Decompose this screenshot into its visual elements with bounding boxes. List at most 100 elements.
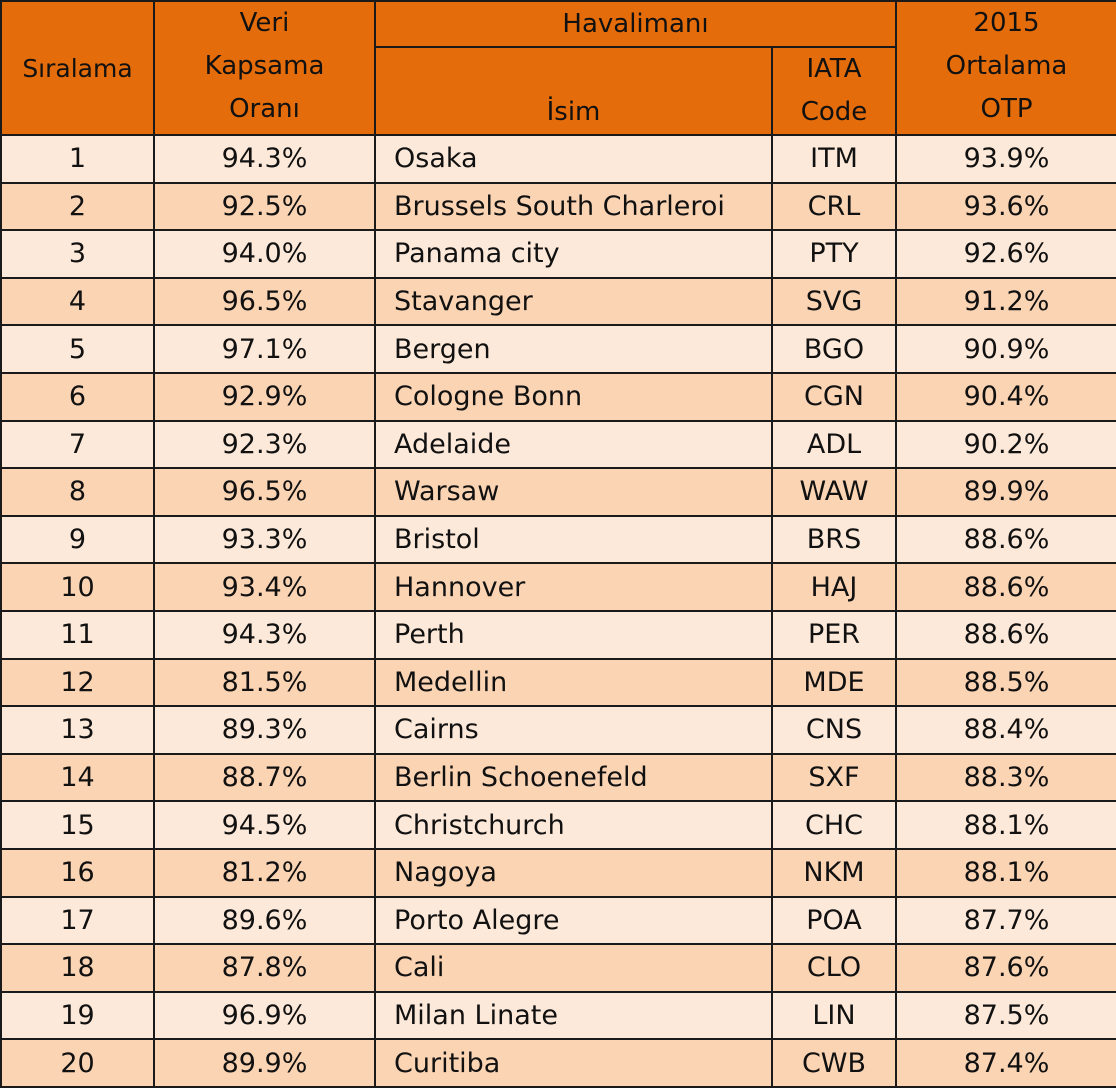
coverage-cell: 96.9% bbox=[153, 990, 376, 1041]
otp-cell: 88.6% bbox=[895, 514, 1116, 565]
rank-cell: 4 bbox=[0, 276, 155, 327]
otp-cell: 88.1% bbox=[895, 800, 1116, 850]
otp-cell: 92.6% bbox=[895, 229, 1116, 279]
rank-header: Sıralama bbox=[0, 0, 155, 136]
rank-cell: 11 bbox=[0, 609, 155, 660]
iata-code-cell: CHC bbox=[771, 800, 897, 850]
coverage-cell: 93.3% bbox=[153, 514, 376, 565]
otp-cell: 88.3% bbox=[895, 752, 1116, 803]
rank-cell: 12 bbox=[0, 657, 155, 708]
otp-cell: 91.2% bbox=[895, 276, 1116, 327]
iata-code-cell: NKM bbox=[771, 847, 897, 898]
rank-cell: 8 bbox=[0, 467, 155, 517]
coverage-cell: 89.6% bbox=[153, 895, 376, 946]
coverage-cell: 92.9% bbox=[153, 371, 376, 422]
table-body: 1 94.3% Osaka ITM 93.9% 2 92.5% Brussels South … bbox=[0, 134, 1116, 1088]
iata-code-cell: MDE bbox=[771, 657, 897, 708]
otp-cell: 93.6% bbox=[895, 181, 1116, 232]
rank-cell: 18 bbox=[0, 943, 155, 993]
iata-code-cell: BRS bbox=[771, 514, 897, 565]
airport-name-cell: Panama city bbox=[374, 229, 773, 279]
coverage-header-line: Kapsama bbox=[204, 51, 325, 81]
iata-code-cell: SVG bbox=[771, 276, 897, 327]
table-row: 13 89.3% Cairns CNS 88.4% bbox=[0, 705, 1116, 755]
otp-header-line: Ortalama bbox=[945, 51, 1068, 81]
rank-cell: 2 bbox=[0, 181, 155, 232]
table-row: 5 97.1% Bergen BGO 90.9% bbox=[0, 324, 1116, 374]
otp-cell: 87.5% bbox=[895, 990, 1116, 1041]
iata-code-cell: LIN bbox=[771, 990, 897, 1041]
rank-cell: 15 bbox=[0, 800, 155, 850]
coverage-cell: 94.0% bbox=[153, 229, 376, 279]
airport-name-cell: Bristol bbox=[374, 514, 773, 565]
airport-name-cell: Perth bbox=[374, 609, 773, 660]
table-row: 17 89.6% Porto Alegre POA 87.7% bbox=[0, 895, 1116, 946]
coverage-header: Veri Kapsama Oranı bbox=[153, 0, 376, 136]
otp-cell: 88.6% bbox=[895, 609, 1116, 660]
rank-cell: 9 bbox=[0, 514, 155, 565]
iata-code-cell: HAJ bbox=[771, 562, 897, 612]
table-row: 2 92.5% Brussels South Charleroi CRL 93.6% bbox=[0, 181, 1116, 232]
otp-cell: 88.4% bbox=[895, 705, 1116, 755]
otp-header: 2015 Ortalama OTP bbox=[895, 0, 1116, 136]
otp-cell: 90.4% bbox=[895, 371, 1116, 422]
rank-cell: 7 bbox=[0, 419, 155, 470]
coverage-cell: 89.9% bbox=[153, 1038, 376, 1088]
rank-cell: 1 bbox=[0, 134, 155, 184]
rank-cell: 13 bbox=[0, 705, 155, 755]
table-row: 9 93.3% Bristol BRS 88.6% bbox=[0, 514, 1116, 565]
coverage-cell: 92.5% bbox=[153, 181, 376, 232]
iata-header: IATA Code bbox=[771, 46, 897, 136]
otp-cell: 93.9% bbox=[895, 134, 1116, 184]
iata-code-cell: CGN bbox=[771, 371, 897, 422]
airport-name-cell: Osaka bbox=[374, 134, 773, 184]
table-header: Sıralama Veri Kapsama Oranı Havalimanı 2… bbox=[0, 0, 1116, 136]
name-header: İsim bbox=[374, 46, 773, 136]
airport-name-cell: Cali bbox=[374, 943, 773, 993]
iata-header-line: IATA bbox=[806, 54, 862, 84]
table-row: 4 96.5% Stavanger SVG 91.2% bbox=[0, 276, 1116, 327]
coverage-cell: 92.3% bbox=[153, 419, 376, 470]
airport-name-cell: Curitiba bbox=[374, 1038, 773, 1088]
otp-header-line: OTP bbox=[980, 94, 1033, 124]
table-row: 6 92.9% Cologne Bonn CGN 90.4% bbox=[0, 371, 1116, 422]
airport-name-cell: Adelaide bbox=[374, 419, 773, 470]
rank-cell: 10 bbox=[0, 562, 155, 612]
otp-cell: 90.9% bbox=[895, 324, 1116, 374]
airport-name-cell: Cologne Bonn bbox=[374, 371, 773, 422]
rank-cell: 6 bbox=[0, 371, 155, 422]
table-row: 14 88.7% Berlin Schoenefeld SXF 88.3% bbox=[0, 752, 1116, 803]
rank-cell: 19 bbox=[0, 990, 155, 1041]
otp-cell: 88.6% bbox=[895, 562, 1116, 612]
coverage-cell: 94.5% bbox=[153, 800, 376, 850]
otp-cell: 87.7% bbox=[895, 895, 1116, 946]
coverage-cell: 96.5% bbox=[153, 467, 376, 517]
airport-name-cell: Milan Linate bbox=[374, 990, 773, 1041]
coverage-cell: 93.4% bbox=[153, 562, 376, 612]
iata-code-cell: WAW bbox=[771, 467, 897, 517]
coverage-cell: 96.5% bbox=[153, 276, 376, 327]
iata-code-cell: BGO bbox=[771, 324, 897, 374]
iata-code-cell: ITM bbox=[771, 134, 897, 184]
table-row: 18 87.8% Cali CLO 87.6% bbox=[0, 943, 1116, 993]
airport-name-cell: Brussels South Charleroi bbox=[374, 181, 773, 232]
otp-header-line: 2015 bbox=[973, 8, 1040, 38]
airport-name-cell: Nagoya bbox=[374, 847, 773, 898]
otp-cell: 90.2% bbox=[895, 419, 1116, 470]
airport-name-cell: Hannover bbox=[374, 562, 773, 612]
airport-name-cell: Christchurch bbox=[374, 800, 773, 850]
coverage-cell: 87.8% bbox=[153, 943, 376, 993]
airport-name-cell: Medellin bbox=[374, 657, 773, 708]
iata-code-cell: SXF bbox=[771, 752, 897, 803]
otp-cell: 87.6% bbox=[895, 943, 1116, 993]
otp-cell: 89.9% bbox=[895, 467, 1116, 517]
rank-cell: 3 bbox=[0, 229, 155, 279]
table-row: 7 92.3% Adelaide ADL 90.2% bbox=[0, 419, 1116, 470]
rank-cell: 16 bbox=[0, 847, 155, 898]
iata-code-cell: CRL bbox=[771, 181, 897, 232]
iata-code-cell: PER bbox=[771, 609, 897, 660]
otp-cell: 88.1% bbox=[895, 847, 1116, 898]
airport-name-cell: Warsaw bbox=[374, 467, 773, 517]
iata-header-line: Code bbox=[800, 97, 868, 127]
